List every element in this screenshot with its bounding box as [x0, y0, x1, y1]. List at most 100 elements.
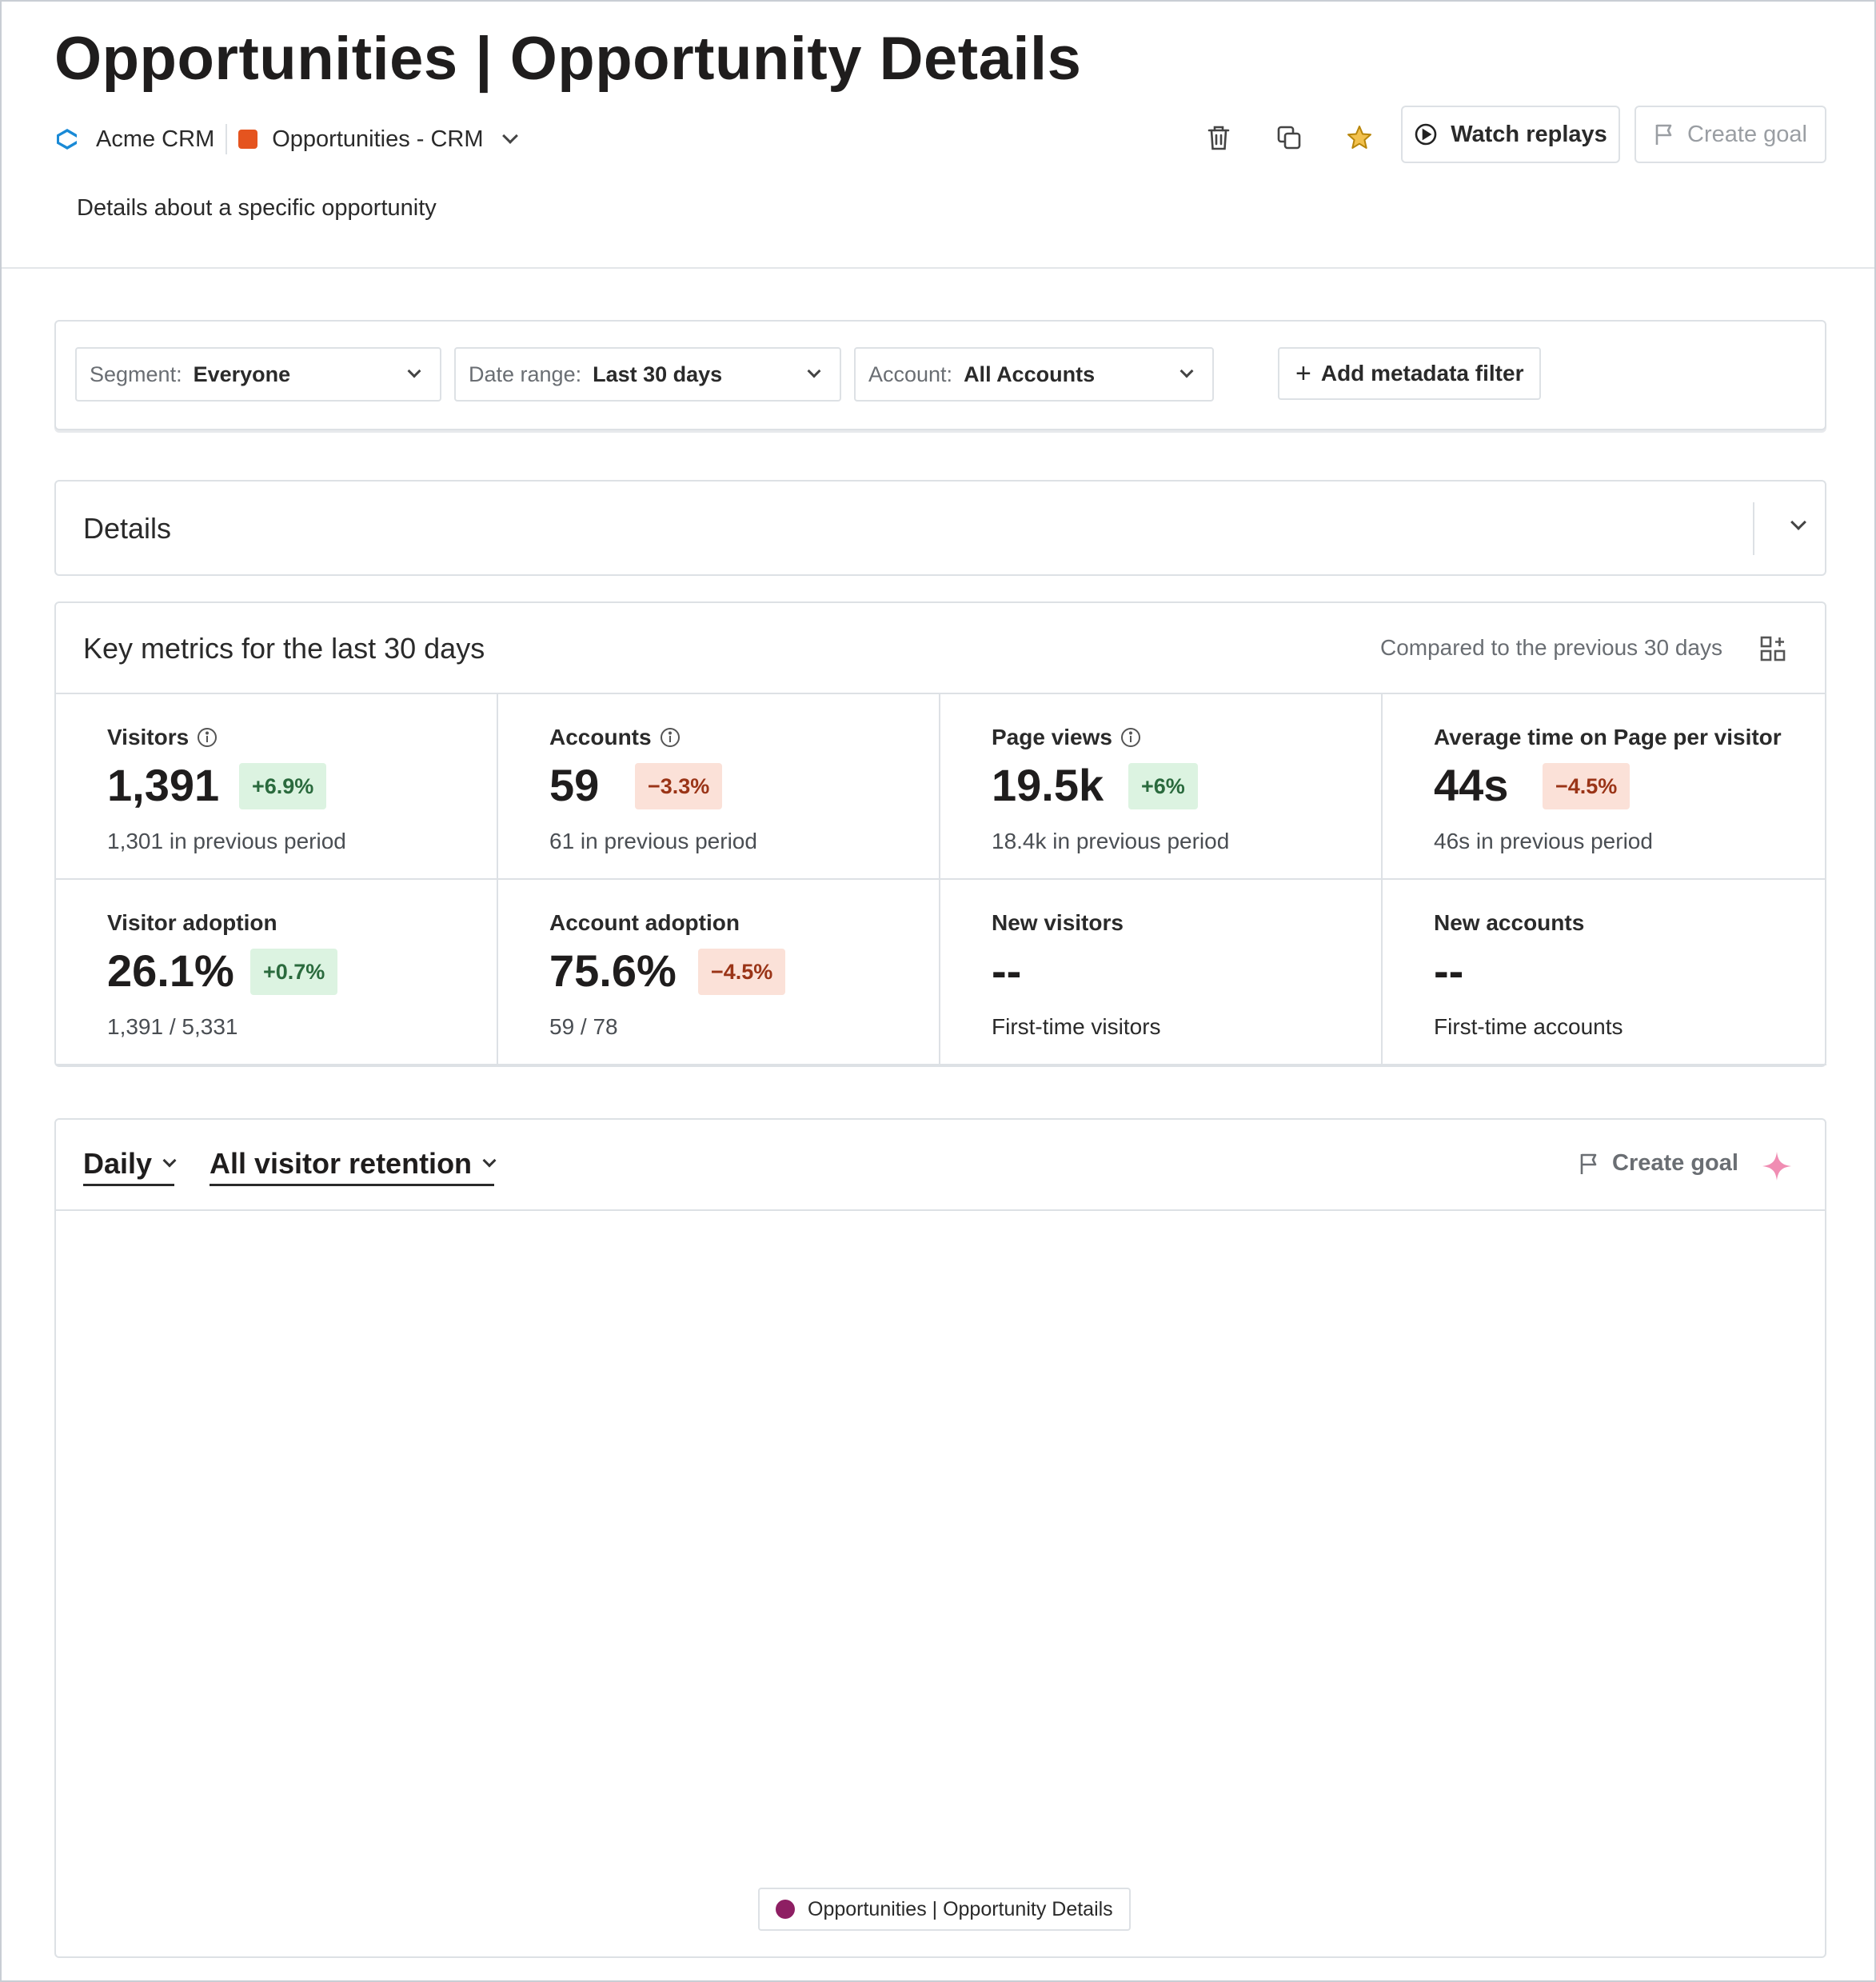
metric-value: 26.1% [107, 945, 234, 996]
metric-caption: First-time visitors [992, 1014, 1161, 1039]
create-goal-button[interactable]: Create goal [1635, 106, 1826, 163]
duplicate-button[interactable] [1270, 118, 1308, 157]
metric-value: 75.6% [549, 945, 677, 996]
breadcrumb-divider [226, 124, 228, 154]
customize-grid-icon[interactable] [1759, 635, 1786, 662]
metric-change-badge: +6.9% [239, 763, 327, 809]
metric-card-new-accounts: New accounts -- First-time accounts [1383, 880, 1826, 1065]
key-metrics-title: Key metrics for the last 30 days [83, 632, 485, 665]
app-name[interactable]: Acme CRM [96, 126, 215, 152]
sparkle-icon[interactable] [1761, 1150, 1793, 1182]
play-circle-icon [1415, 123, 1437, 146]
watch-replays-button[interactable]: Watch replays [1401, 106, 1620, 163]
metric-ratio: 59 / 78 [549, 1014, 618, 1039]
chart-header: Daily All visitor retention Create goal [56, 1120, 1825, 1211]
date-range-value: Last 30 days [593, 362, 723, 386]
filter-bar: Segment: Everyone Date range: Last 30 da… [54, 320, 1826, 430]
metric-label: Visitors [107, 725, 218, 750]
details-divider [1753, 502, 1754, 555]
legend-swatch [776, 1900, 795, 1919]
date-range-label: Date range: [469, 362, 582, 386]
info-icon[interactable] [1120, 727, 1141, 748]
metric-caption: First-time accounts [1434, 1014, 1623, 1039]
metric-label: Visitor adoption [107, 910, 277, 935]
chart-create-goal-label: Create goal [1612, 1150, 1738, 1176]
flag-icon [1580, 1153, 1597, 1174]
metric-card-visitor-adoption: Visitor adoption 26.1% +0.7% 1,391 / 5,3… [56, 880, 498, 1065]
metric-dropdown[interactable]: All visitor retention [210, 1147, 497, 1186]
metric-card-page-views: Page views 19.5k +6% 18.4k in previous p… [940, 694, 1383, 880]
breadcrumb: Acme CRM Opportunities - CRM [54, 123, 518, 155]
property-color-icon [238, 130, 258, 149]
plus-icon: + [1295, 358, 1311, 389]
metric-label: Account adoption [549, 910, 740, 935]
metric-card-accounts: Accounts 59 −3.3% 61 in previous period [498, 694, 940, 880]
metric-value: 1,391 [107, 760, 220, 810]
page-description: Details about a specific opportunity [77, 195, 437, 221]
details-title: Details [83, 512, 172, 545]
metric-value: -- [1434, 945, 1464, 996]
copy-icon [1277, 126, 1301, 150]
metric-value: 59 [549, 760, 600, 810]
create-goal-label: Create goal [1687, 121, 1807, 147]
key-metrics-panel: Key metrics for the last 30 days Compare… [54, 601, 1826, 1067]
metric-previous: 18.4k in previous period [992, 829, 1230, 853]
metric-card-avg-time: Average time on Page per visitor 44s −4.… [1383, 694, 1826, 880]
metric-change-badge: +6% [1128, 763, 1198, 809]
metric-value: 19.5k [992, 760, 1104, 810]
chevron-down-icon [1179, 364, 1194, 378]
interval-value: Daily [83, 1147, 153, 1180]
retention-area-chart: 0%20%40%60%80%Jul 12Jul 19Jul 26Aug 2 [56, 1213, 1825, 1964]
segment-dropdown[interactable]: Segment: Everyone [75, 347, 441, 402]
property-name[interactable]: Opportunities - CRM [272, 126, 484, 152]
chevron-down-icon [1790, 514, 1806, 530]
watch-replays-label: Watch replays [1451, 121, 1607, 147]
chevron-down-icon [482, 1153, 497, 1168]
chevron-down-icon [162, 1153, 177, 1168]
metric-card-visitors: Visitors 1,391 +6.9% 1,301 in previous p… [56, 694, 498, 880]
retention-chart-panel: Daily All visitor retention Create goal … [54, 1118, 1826, 1958]
details-expand-button[interactable] [1780, 509, 1818, 547]
metric-previous: 46s in previous period [1434, 829, 1653, 853]
account-dropdown[interactable]: Account: All Accounts [854, 347, 1214, 402]
chart-legend[interactable]: Opportunities | Opportunity Details [758, 1888, 1131, 1931]
metric-value: -- [992, 945, 1022, 996]
chevron-down-icon [407, 364, 421, 378]
add-metadata-filter-button[interactable]: + Add metadata filter [1278, 347, 1542, 400]
metric-label: New visitors [992, 910, 1124, 935]
chevron-down-icon [807, 364, 821, 378]
info-icon[interactable] [660, 727, 681, 748]
star-icon [1347, 126, 1371, 149]
metric-change-badge: +0.7% [250, 949, 338, 995]
segment-label: Segment: [90, 362, 182, 386]
metric-card-new-visitors: New visitors -- First-time visitors [940, 880, 1383, 1065]
legend-label: Opportunities | Opportunity Details [808, 1897, 1113, 1920]
add-metadata-filter-label: Add metadata filter [1320, 361, 1524, 386]
metric-previous: 61 in previous period [549, 829, 757, 853]
page-title: Opportunities | Opportunity Details [54, 25, 1082, 93]
metric-change-badge: −4.5% [698, 949, 786, 995]
chart-create-goal-button[interactable]: Create goal [1579, 1150, 1738, 1177]
comparison-text: Compared to the previous 30 days [1379, 635, 1722, 660]
metric-label: Average time on Page per visitor [1434, 725, 1782, 749]
chevron-down-icon[interactable] [501, 128, 518, 144]
account-value: All Accounts [964, 362, 1096, 386]
metric-change-badge: −4.5% [1543, 763, 1631, 809]
trash-icon [1207, 126, 1230, 150]
account-label: Account: [868, 362, 953, 386]
key-metrics-header: Key metrics for the last 30 days Compare… [56, 603, 1825, 694]
metric-label: Page views [992, 725, 1141, 750]
favorite-button[interactable] [1340, 118, 1379, 157]
date-range-dropdown[interactable]: Date range: Last 30 days [454, 347, 841, 402]
metric-label: New accounts [1434, 910, 1585, 935]
delete-button[interactable] [1199, 118, 1238, 157]
metric-change-badge: −3.3% [635, 763, 723, 809]
interval-dropdown[interactable]: Daily [83, 1147, 177, 1186]
details-panel: Details [54, 480, 1826, 576]
info-icon[interactable] [197, 727, 218, 748]
metric-value: 44s [1434, 760, 1509, 810]
page-header: Opportunities | Opportunity Details Acme… [2, 2, 1874, 269]
flag-icon [1655, 124, 1672, 145]
metric-dropdown-value: All visitor retention [210, 1147, 473, 1180]
